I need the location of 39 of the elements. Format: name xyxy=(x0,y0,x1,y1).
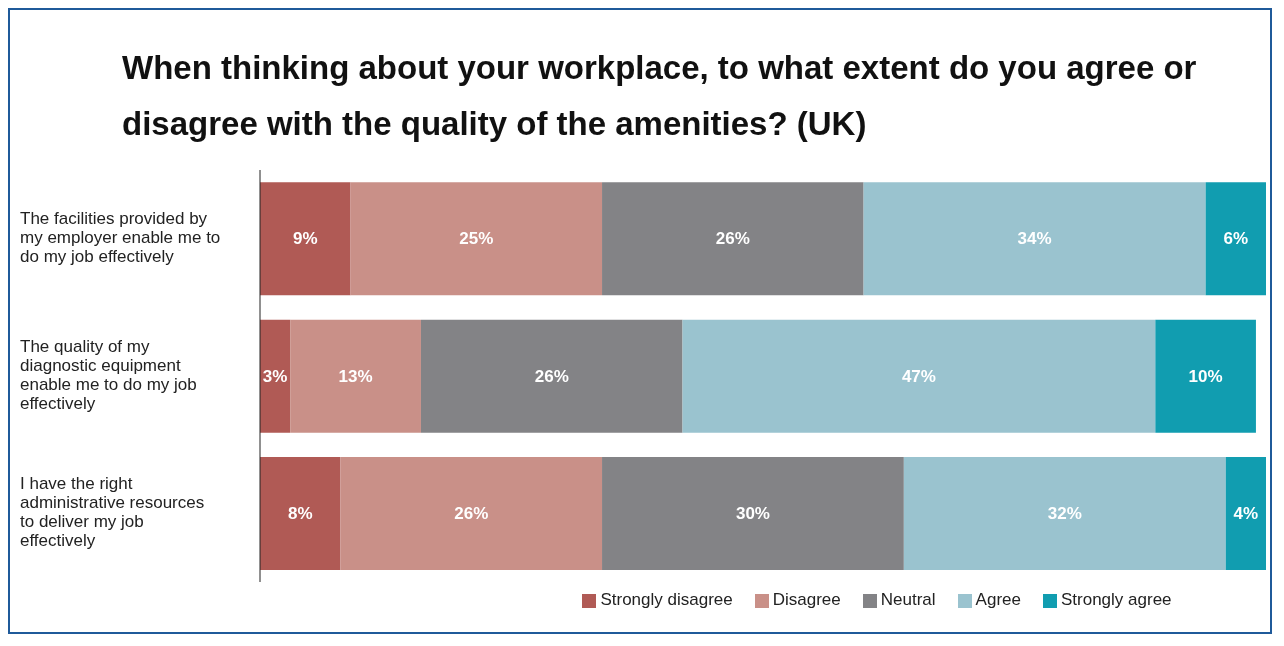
data-label: 30% xyxy=(735,504,770,524)
legend-label: Neutral xyxy=(880,590,936,609)
bar xyxy=(682,319,1156,433)
data-label: 26% xyxy=(715,229,750,249)
bar xyxy=(260,319,291,433)
data-label: 26% xyxy=(454,504,489,524)
data-label: 47% xyxy=(901,366,936,386)
legend-label: Agree xyxy=(975,590,1021,609)
data-label: 3% xyxy=(262,366,288,386)
bar xyxy=(1155,319,1256,433)
data-label: 26% xyxy=(534,366,569,386)
bar xyxy=(602,182,864,296)
chart-title: When thinking about your workplace, to what extent do you agree or disagree with the quality of the amenities? (UK) xyxy=(122,48,1198,144)
y-tick-label: The quality of my diagnostic equipment enable me to do my job effectively xyxy=(20,336,197,413)
bar xyxy=(420,319,683,433)
bar xyxy=(863,182,1206,296)
data-label: 34% xyxy=(1017,229,1052,249)
bar xyxy=(350,182,603,296)
data-label: 8% xyxy=(287,504,313,524)
data-label: 9% xyxy=(292,229,318,249)
bar xyxy=(903,457,1226,571)
data-label: 25% xyxy=(459,229,494,249)
legend-label: Disagree xyxy=(772,590,841,609)
y-tick-label: I have the right administrative resources to deliver my job effectively xyxy=(20,474,205,551)
bar xyxy=(602,457,904,571)
bar xyxy=(260,457,341,571)
bar xyxy=(340,457,603,571)
legend-label: Strongly agree xyxy=(1060,590,1172,609)
data-label: 4% xyxy=(1233,504,1259,524)
data-label: 13% xyxy=(338,366,373,386)
bar xyxy=(260,182,351,296)
bar xyxy=(290,319,421,433)
y-tick-label: The facilities provided by my employer enable me to do my job effectively xyxy=(20,209,221,267)
data-label: 32% xyxy=(1047,504,1082,524)
data-label: 10% xyxy=(1188,366,1223,386)
data-label: 6% xyxy=(1223,229,1249,249)
bar xyxy=(1225,457,1266,571)
bar xyxy=(1205,182,1266,296)
legend-label: Strongly disagree xyxy=(600,590,733,609)
